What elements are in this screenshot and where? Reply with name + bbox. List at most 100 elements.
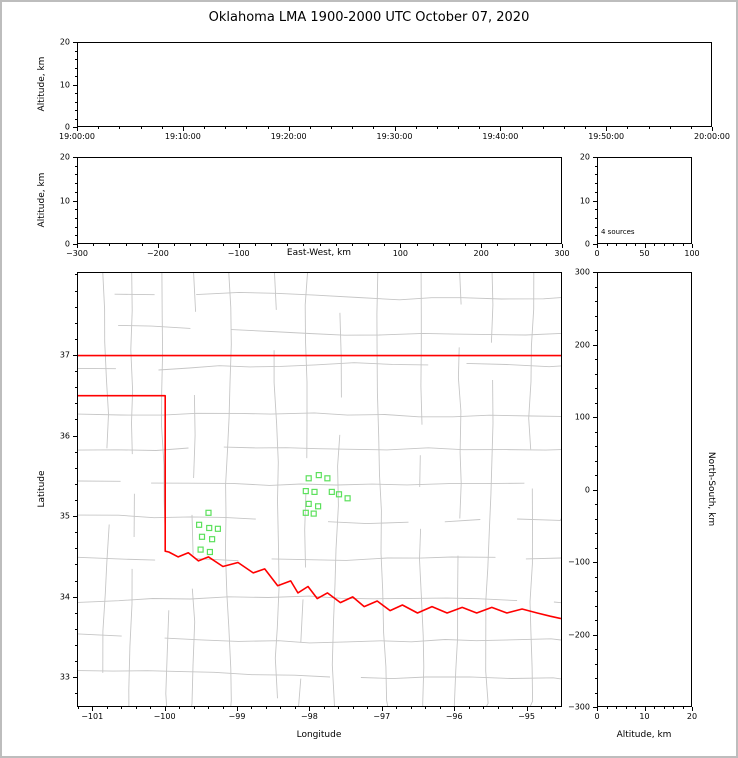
source-count-annotation: 4 sources (601, 228, 635, 236)
tick-mark (593, 562, 597, 563)
tick-mark-minor (545, 244, 547, 246)
tick-mark (92, 707, 94, 711)
tick-mark (73, 127, 77, 128)
tick-mark-minor (75, 322, 77, 324)
tick-mark (238, 244, 240, 248)
tick-mark-minor (673, 707, 674, 709)
lma-station-marker (205, 509, 212, 516)
tick-mark (73, 596, 77, 598)
x-axis-label-longitude: Longitude (296, 730, 342, 740)
x-tick-label: 19:10:00 (164, 132, 201, 141)
county-line (128, 273, 135, 706)
tick-mark-minor (150, 707, 152, 709)
tick-mark-minor (512, 707, 514, 709)
county-line (78, 514, 561, 525)
county-line (298, 273, 308, 706)
y-tick-label: 10 (59, 196, 70, 205)
y-tick-label: 34 (59, 592, 70, 602)
y-tick-label: 100 (574, 412, 590, 422)
tick-mark (77, 127, 78, 131)
tick-mark-minor (432, 244, 434, 246)
panel-time-height (77, 42, 712, 127)
tick-mark-minor (606, 244, 608, 246)
tick-mark-minor (682, 244, 684, 246)
tick-mark-minor (673, 244, 674, 246)
tick-mark (593, 707, 597, 708)
tick-mark-minor (595, 286, 597, 288)
county-line (161, 273, 170, 706)
lma-station-marker (311, 488, 318, 495)
tick-mark (73, 354, 77, 356)
tick-mark-minor (75, 693, 77, 695)
state-border (78, 394, 561, 620)
tick-mark-minor (335, 244, 337, 246)
lma-station-marker (335, 491, 343, 498)
tick-mark-minor (595, 174, 597, 176)
tick-mark-minor (75, 235, 77, 237)
x-tick-label: 19:40:00 (482, 132, 519, 141)
tick-mark-minor (690, 127, 692, 129)
tick-mark-minor (595, 446, 597, 447)
tick-mark-minor (595, 678, 597, 679)
tick-mark-minor (225, 127, 227, 129)
y-axis-label-altitude-top: Altitude, km (37, 56, 47, 112)
lma-station-marker (305, 500, 312, 507)
tick-mark-minor (75, 580, 77, 582)
tick-mark-minor (75, 110, 77, 111)
tick-mark-minor (75, 174, 77, 176)
lma-station-marker (206, 548, 213, 556)
tick-mark (73, 677, 77, 679)
tick-mark-minor (625, 244, 627, 246)
x-tick-label: 100 (684, 249, 700, 258)
tick-mark-minor (75, 226, 77, 228)
tick-mark-minor (251, 707, 253, 709)
tick-mark-minor (75, 661, 77, 663)
y-axis-label-north-south: North-South, km (706, 451, 716, 527)
tick-mark-minor (373, 127, 375, 129)
tick-mark-minor (627, 127, 629, 129)
tick-mark-minor (595, 209, 597, 211)
y-tick-label: 20 (579, 152, 590, 162)
tick-mark-minor (563, 127, 565, 129)
tick-mark-minor (294, 707, 296, 709)
tick-mark (562, 244, 563, 248)
tick-mark-minor (77, 707, 79, 709)
x-tick-label: −97 (373, 712, 391, 721)
tick-mark-minor (425, 707, 427, 709)
tick-mark-minor (595, 183, 597, 185)
tick-mark-minor (595, 431, 597, 433)
tick-mark-minor (323, 707, 325, 709)
tick-mark (73, 244, 77, 245)
tick-mark-minor (125, 244, 127, 246)
tick-mark-minor (179, 707, 181, 709)
tick-mark-minor (669, 127, 671, 129)
y-tick-label: 0 (64, 122, 70, 132)
lma-station-marker (206, 524, 213, 532)
y-tick-label: 20 (59, 152, 70, 162)
county-line (485, 273, 494, 706)
tick-mark (454, 707, 456, 711)
tick-mark-minor (161, 127, 163, 129)
x-tick-label: −300 (66, 249, 88, 258)
tick-mark-minor (616, 244, 617, 246)
tick-mark (309, 707, 311, 711)
tick-mark-minor (663, 244, 665, 246)
lma-station-marker (315, 472, 322, 479)
x-tick-label: 0 (594, 712, 600, 721)
tick-mark (712, 127, 713, 131)
x-tick-label: −100 (153, 712, 176, 721)
tick-mark-minor (75, 451, 77, 453)
tick-mark-minor (606, 707, 608, 709)
lma-station-marker (195, 521, 203, 528)
tick-mark-minor (75, 274, 77, 276)
x-axis-label-altitude-bottom: Altitude, km (616, 730, 672, 740)
tick-mark-minor (75, 290, 77, 292)
tick-mark-minor (75, 403, 77, 405)
tick-mark-minor (119, 127, 121, 129)
tick-mark-minor (654, 244, 655, 246)
tick-mark (593, 634, 597, 636)
tick-mark-minor (663, 707, 665, 709)
tick-mark (644, 707, 646, 711)
tick-mark (73, 84, 77, 86)
